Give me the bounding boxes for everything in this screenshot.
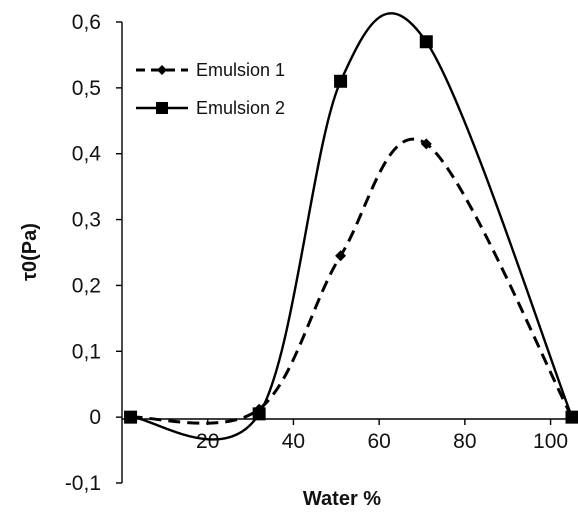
y-tick-label: 0,4 bbox=[72, 143, 102, 166]
x-tick-label: 80 bbox=[453, 430, 476, 453]
y-tick-label: -0,1 bbox=[65, 472, 101, 495]
y-axis: -0,1 0 0,1 0,2 0,3 0,4 0,5 0,6 bbox=[65, 11, 123, 495]
series-layer bbox=[124, 12, 578, 441]
x-axis-title: Water % bbox=[303, 488, 381, 510]
y-tick-label: 0,3 bbox=[72, 209, 101, 232]
x-tick-label: 100 bbox=[533, 430, 568, 453]
series-2 bbox=[124, 12, 578, 441]
legend-swatch-marker bbox=[156, 102, 168, 114]
legend: Emulsion 1 Emulsion 2 bbox=[136, 60, 285, 118]
x-tick-label: 60 bbox=[367, 430, 390, 453]
data-point bbox=[565, 410, 578, 424]
data-point bbox=[124, 410, 138, 424]
x-axis: 20 40 60 80 100 bbox=[122, 418, 572, 453]
data-point bbox=[335, 250, 347, 262]
legend-label: Emulsion 2 bbox=[196, 98, 285, 118]
y-tick-label: 0,5 bbox=[72, 77, 101, 100]
y-tick-label: 0,2 bbox=[72, 274, 101, 297]
legend-item: Emulsion 2 bbox=[136, 98, 285, 118]
data-point bbox=[252, 407, 266, 421]
x-tick-label: 20 bbox=[196, 430, 219, 453]
data-point bbox=[334, 74, 348, 88]
legend-label: Emulsion 1 bbox=[196, 60, 285, 80]
series-1 bbox=[125, 137, 578, 425]
y-axis-title: τ0(Pa) bbox=[19, 223, 41, 281]
legend-item: Emulsion 1 bbox=[136, 60, 285, 80]
legend-swatch-marker bbox=[157, 65, 167, 75]
data-point bbox=[420, 138, 432, 150]
y-tick-label: 0,1 bbox=[72, 340, 101, 363]
y-tick-label: 0 bbox=[89, 406, 101, 429]
series-line bbox=[130, 137, 574, 425]
y-tick-label: 0,6 bbox=[72, 11, 101, 34]
data-point bbox=[419, 35, 433, 49]
x-tick-label: 40 bbox=[282, 430, 305, 453]
